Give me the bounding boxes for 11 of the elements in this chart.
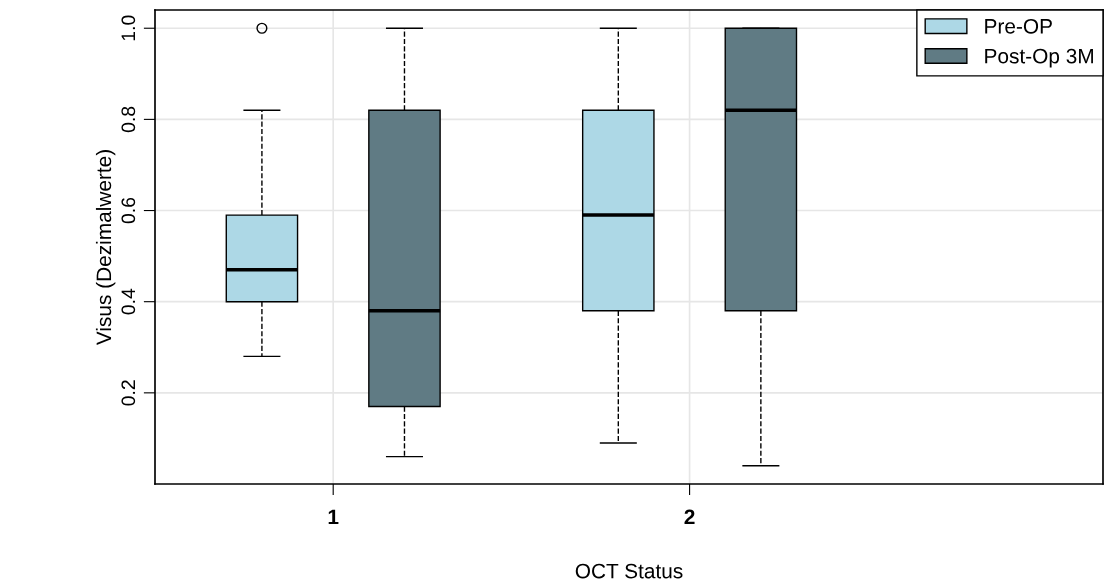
x-tick-label: 2 xyxy=(684,509,695,525)
y-tick-label: 0.4 xyxy=(121,288,136,315)
y-tick-label: 0.2 xyxy=(121,380,136,406)
y-axis-title: Visus (Dezimalwerte) xyxy=(95,150,116,346)
y-tick-label: 0.8 xyxy=(121,106,136,133)
legend-label: Post-Op 3M xyxy=(985,48,1093,68)
y-tick-label: 1.0 xyxy=(121,15,136,41)
y-tick-label: 0.6 xyxy=(121,197,136,224)
x-axis-title: OCT Status xyxy=(575,563,683,579)
legend-label: Pre-OP xyxy=(985,18,1052,34)
x-tick-label: 1 xyxy=(328,509,339,525)
